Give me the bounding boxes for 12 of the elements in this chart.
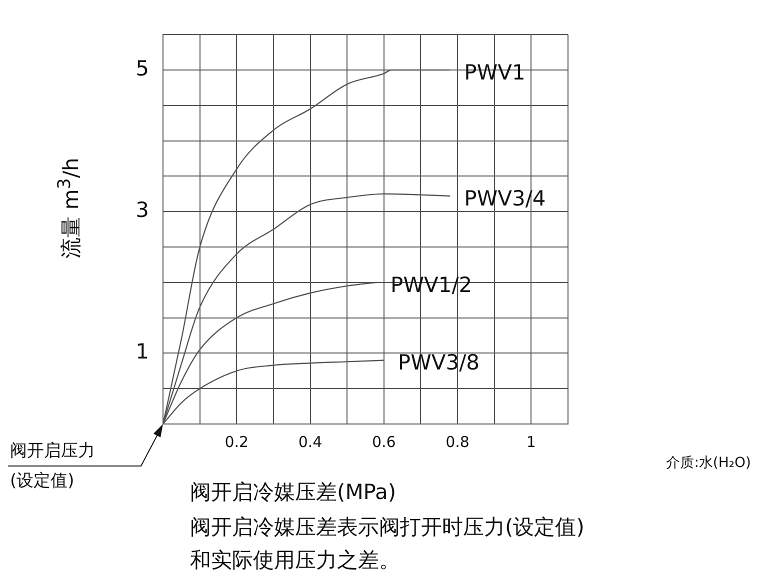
text: 介质:水(H₂O) <box>666 454 751 472</box>
x-axis-title: 阀开启冷媒压差(MPa) <box>190 479 396 506</box>
x-tick-label: 0.8 <box>446 432 470 451</box>
x-tick-label: 0.2 <box>224 432 249 451</box>
text: 阀开启冷媒压差表示阀打开时压力(设定值)和实际使用压力之差。 <box>190 514 586 574</box>
x-tick-label: 1 <box>526 432 536 451</box>
x-tick-label: 0.6 <box>372 432 396 451</box>
y-tick-label: 5 <box>136 56 149 80</box>
x-tick-label: 0.4 <box>298 432 322 451</box>
annotation: 阀开启压力 (设定值) <box>10 441 95 491</box>
y-tick-label: 1 <box>136 340 149 364</box>
y-tick-label: 3 <box>136 198 149 222</box>
